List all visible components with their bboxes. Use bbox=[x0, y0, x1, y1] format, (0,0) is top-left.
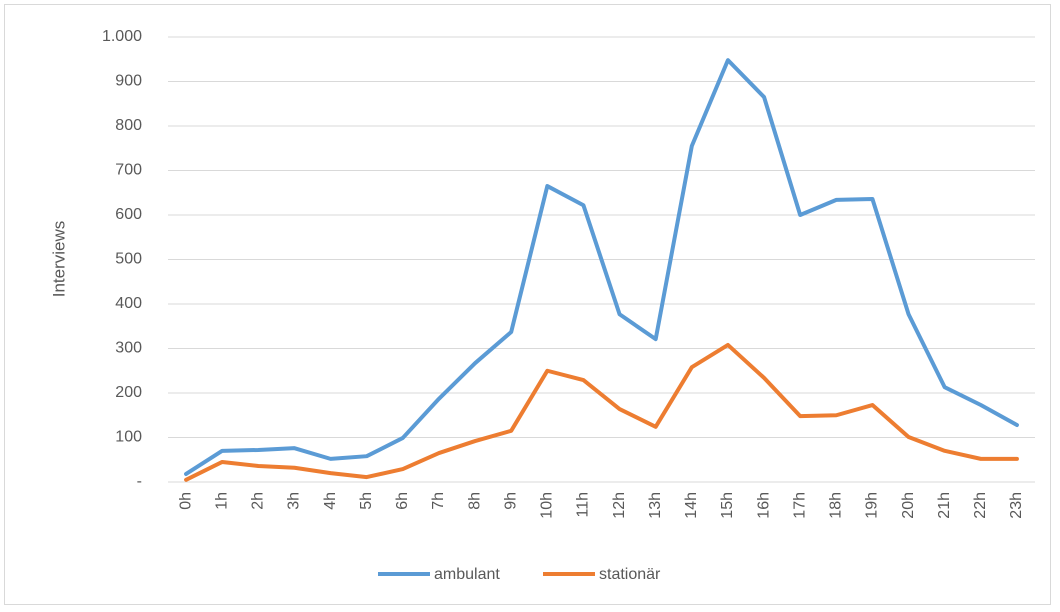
x-tick-label: 21h bbox=[936, 492, 953, 519]
x-tick-label: 11h bbox=[575, 492, 592, 518]
x-tick-label: 5h bbox=[358, 492, 375, 510]
x-tick-label: 19h bbox=[864, 492, 881, 519]
y-tick-label: 100 bbox=[115, 429, 142, 446]
y-tick-label: 400 bbox=[115, 295, 142, 312]
x-tick-label: 9h bbox=[502, 492, 519, 510]
x-tick-label: 0h bbox=[177, 492, 194, 510]
x-tick-label: 22h bbox=[972, 492, 989, 519]
x-tick-label: 17h bbox=[791, 492, 808, 519]
y-tick-label: - bbox=[137, 473, 142, 490]
x-tick-label: 10h bbox=[539, 492, 556, 519]
x-tick-label: 23h bbox=[1008, 492, 1025, 519]
y-tick-label: 500 bbox=[115, 251, 142, 268]
y-tick-label: 200 bbox=[115, 384, 142, 401]
x-tick-label: 12h bbox=[611, 492, 628, 519]
x-tick-label: 7h bbox=[430, 492, 447, 510]
x-tick-label: 8h bbox=[466, 492, 483, 510]
x-tick-label: 1h bbox=[213, 492, 230, 510]
x-tick-label: 2h bbox=[250, 492, 267, 510]
y-tick-label: 300 bbox=[115, 340, 142, 357]
x-tick-label: 16h bbox=[755, 492, 772, 519]
x-tick-label: 13h bbox=[647, 492, 664, 519]
y-tick-label: 700 bbox=[115, 162, 142, 179]
x-tick-label: 6h bbox=[394, 492, 411, 510]
legend-label: ambulant bbox=[434, 566, 500, 583]
y-tick-label: 600 bbox=[115, 206, 142, 223]
x-tick-label: 15h bbox=[719, 492, 736, 519]
x-tick-label: 14h bbox=[683, 492, 700, 519]
x-tick-label: 20h bbox=[900, 492, 917, 519]
x-tick-label: 3h bbox=[286, 492, 303, 510]
y-tick-label: 900 bbox=[115, 73, 142, 90]
y-axis-label: Interviews bbox=[49, 221, 68, 298]
y-tick-label: 1.000 bbox=[102, 28, 142, 45]
legend-label: stationär bbox=[599, 566, 661, 583]
series-line bbox=[184, 342, 1019, 482]
series-line bbox=[184, 58, 1019, 476]
y-tick-label: 800 bbox=[115, 117, 142, 134]
x-tick-label: 4h bbox=[322, 492, 339, 510]
x-tick-label: 18h bbox=[828, 492, 845, 519]
